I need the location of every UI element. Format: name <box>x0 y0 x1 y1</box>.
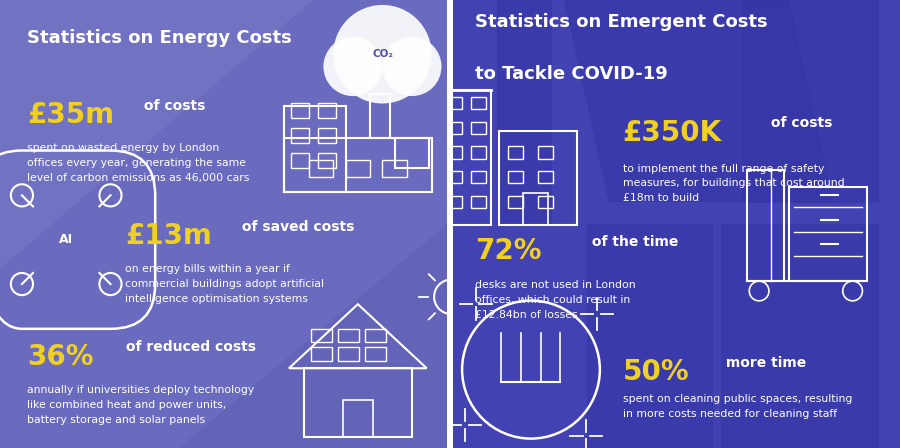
Text: 72%: 72% <box>475 237 542 265</box>
Polygon shape <box>564 0 832 202</box>
Polygon shape <box>721 224 878 448</box>
Bar <box>472 146 486 159</box>
Bar <box>319 128 336 143</box>
Text: £35m: £35m <box>27 101 114 129</box>
Bar <box>538 171 553 183</box>
Bar <box>319 153 336 168</box>
Bar <box>303 368 412 437</box>
Bar <box>447 122 462 134</box>
Bar <box>338 329 359 342</box>
Text: more time: more time <box>721 356 806 370</box>
Polygon shape <box>179 224 447 448</box>
Bar <box>370 94 390 138</box>
Bar <box>437 90 491 225</box>
Text: to Tackle COVID-19: to Tackle COVID-19 <box>475 65 668 83</box>
Bar <box>311 347 332 361</box>
Bar <box>343 401 373 437</box>
Polygon shape <box>498 0 551 224</box>
Polygon shape <box>587 224 712 448</box>
Text: AI: AI <box>59 233 73 246</box>
Text: Statistics on Emergent Costs: Statistics on Emergent Costs <box>475 13 768 31</box>
Bar <box>538 196 553 208</box>
Bar <box>508 171 523 183</box>
Bar <box>788 187 868 281</box>
Text: Statistics on Energy Costs: Statistics on Energy Costs <box>27 29 292 47</box>
Bar <box>472 171 486 183</box>
Text: £350K: £350K <box>623 119 722 147</box>
Bar <box>338 347 359 361</box>
Bar <box>499 132 577 225</box>
Bar <box>292 153 309 168</box>
Polygon shape <box>743 0 878 202</box>
Bar <box>747 170 784 281</box>
Text: of costs: of costs <box>766 116 832 130</box>
Text: annually if universities deploy technology
like combined heat and power units,
b: annually if universities deploy technolo… <box>27 385 254 425</box>
Polygon shape <box>453 0 900 448</box>
Text: 50%: 50% <box>623 358 689 386</box>
Bar <box>284 106 346 192</box>
Bar <box>472 196 486 208</box>
Bar <box>447 146 462 159</box>
Bar <box>395 138 429 168</box>
Bar <box>447 171 462 183</box>
Bar <box>365 329 386 342</box>
Polygon shape <box>0 0 313 269</box>
Bar <box>447 196 462 208</box>
Bar <box>538 146 553 159</box>
Bar <box>523 193 548 225</box>
Bar <box>508 196 523 208</box>
Bar <box>311 329 332 342</box>
Circle shape <box>323 37 382 96</box>
Bar <box>284 138 432 192</box>
Circle shape <box>333 5 432 103</box>
Text: CO₂: CO₂ <box>372 49 393 59</box>
Bar <box>346 160 370 177</box>
Bar <box>508 146 523 159</box>
Text: desks are not used in London
offices, which could result in
£12.84bn of losses: desks are not used in London offices, wh… <box>475 280 635 319</box>
Bar <box>472 97 486 109</box>
Text: spent on cleaning public spaces, resulting
in more costs needed for cleaning sta: spent on cleaning public spaces, resulti… <box>623 394 852 419</box>
Bar <box>365 347 386 361</box>
Text: spent on wasted energy by London
offices every year, generating the same
level o: spent on wasted energy by London offices… <box>27 143 249 183</box>
Polygon shape <box>0 0 447 448</box>
Text: of reduced costs: of reduced costs <box>121 340 256 354</box>
Bar <box>472 122 486 134</box>
Text: £13m: £13m <box>125 222 212 250</box>
Text: 36%: 36% <box>27 343 94 371</box>
Text: of costs: of costs <box>139 99 205 112</box>
Circle shape <box>382 37 442 96</box>
Bar <box>309 160 333 177</box>
Bar <box>319 103 336 118</box>
Bar <box>447 97 462 109</box>
Bar <box>382 160 407 177</box>
Text: of saved costs: of saved costs <box>237 220 355 233</box>
Bar <box>292 128 309 143</box>
Text: to implement the full range of safety
measures, for buildings that cost around
£: to implement the full range of safety me… <box>623 164 844 203</box>
Text: on energy bills within a year if
commercial buildings adopt artificial
intellige: on energy bills within a year if commerc… <box>125 264 324 304</box>
Text: of the time: of the time <box>587 235 679 249</box>
Bar <box>292 103 309 118</box>
